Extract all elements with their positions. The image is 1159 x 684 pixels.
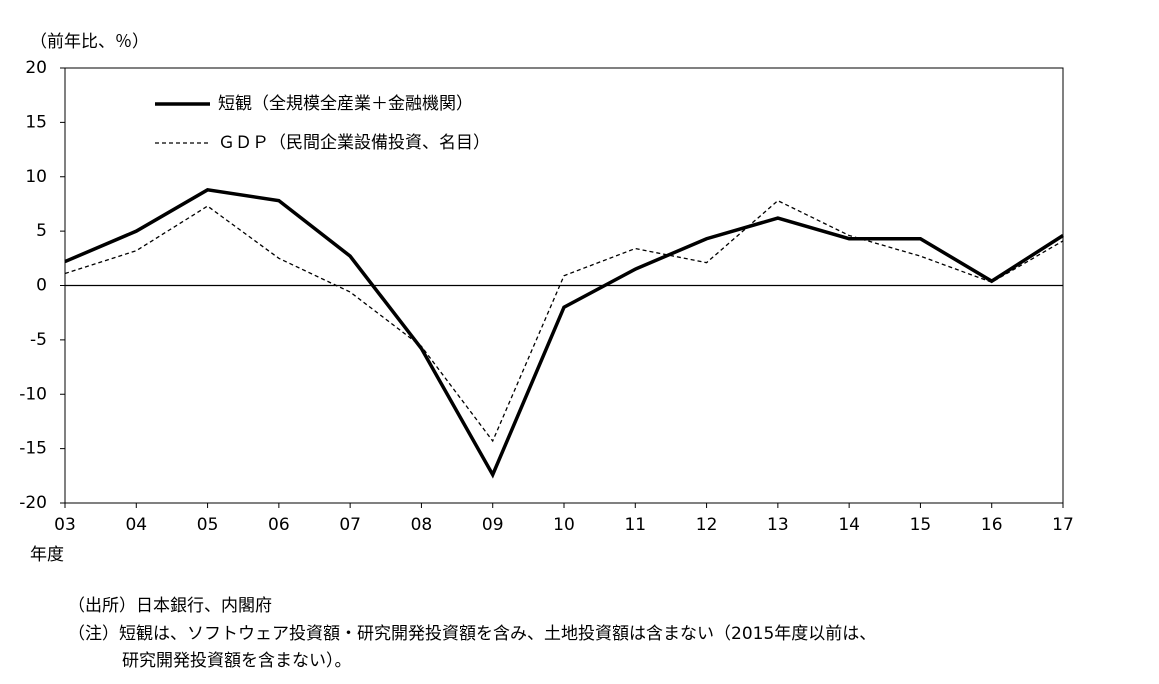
y-tick-label: 15 <box>25 112 47 132</box>
x-tick-label: 14 <box>838 515 860 535</box>
legend-label: 短観（全規模全産業＋金融機関） <box>218 94 473 114</box>
y-tick-label: 5 <box>36 221 47 241</box>
x-tick-label: 11 <box>624 515 646 535</box>
x-tick-label: 08 <box>411 515 433 535</box>
y-axis-label: （前年比、％） <box>30 32 149 52</box>
y-tick-label: -20 <box>19 493 47 513</box>
legend-label: ＧＤＰ（民間企業設備投資、名目） <box>218 133 490 153</box>
series-line <box>64 187 1064 479</box>
y-tick-label: 20 <box>25 58 47 78</box>
note: （出所）日本銀行、内閣府 <box>68 596 272 616</box>
x-tick-label: 06 <box>268 515 290 535</box>
note: 研究開発投資額を含まない）。 <box>122 651 352 671</box>
x-tick-label: 13 <box>767 515 789 535</box>
x-axis-label: 年度 <box>30 545 64 565</box>
x-tick-label: 04 <box>125 515 147 535</box>
x-tick-label: 07 <box>339 515 361 535</box>
note: （注）短観は、ソフトウェア投資額・研究開発投資額を含み、土地投資額は含まない（2… <box>68 624 876 644</box>
y-tick-label: 0 <box>36 276 47 296</box>
x-tick-label: 10 <box>553 515 575 535</box>
x-tick-label: 16 <box>981 515 1003 535</box>
x-tick-label: 12 <box>696 515 718 535</box>
y-tick-label: -10 <box>19 384 47 404</box>
y-tick-label: -5 <box>30 330 47 350</box>
x-tick-label: 05 <box>197 515 219 535</box>
x-tick-label: 03 <box>54 515 76 535</box>
series-line <box>64 199 1064 443</box>
y-tick-label: -15 <box>19 439 47 459</box>
x-tick-label: 09 <box>482 515 504 535</box>
x-tick-label: 17 <box>1052 515 1074 535</box>
y-tick-label: 10 <box>25 167 47 187</box>
x-tick-label: 15 <box>910 515 932 535</box>
